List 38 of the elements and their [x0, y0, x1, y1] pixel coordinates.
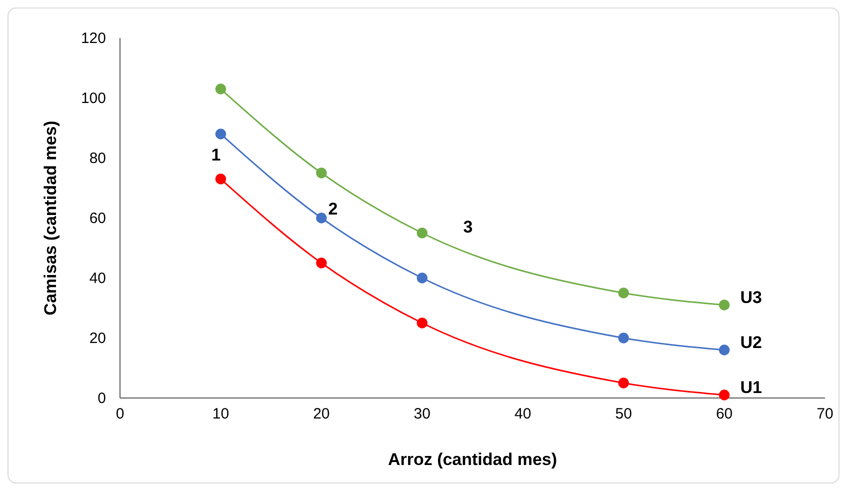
point: [416, 228, 428, 238]
y-tick-label: 0: [98, 390, 106, 407]
annotation: 1: [211, 145, 221, 164]
x-tick-label: 0: [116, 406, 124, 423]
point: [215, 128, 226, 140]
point: [416, 272, 428, 284]
y-tick-label: 100: [80, 90, 106, 107]
point: [215, 84, 226, 94]
point: [416, 318, 428, 328]
x-tick-label: 50: [615, 406, 632, 423]
point: [618, 332, 629, 344]
x-tick-label: 40: [514, 406, 532, 423]
x-tick-label: 10: [212, 406, 230, 423]
x-axis-title: Arroz (cantidad mes): [388, 450, 558, 469]
series-label: U2: [740, 333, 762, 352]
annotation: 3: [463, 217, 473, 236]
x-tick-label: 20: [313, 406, 330, 423]
point: [718, 344, 730, 356]
point: [316, 212, 327, 224]
y-tick-label: 60: [89, 210, 106, 227]
y-tick-label: 80: [89, 150, 106, 167]
series-label: U3: [740, 288, 762, 307]
x-tick-label: 30: [414, 406, 430, 423]
y-tick-label: 40: [89, 270, 106, 287]
series-label: U1: [740, 378, 762, 397]
point: [316, 168, 327, 178]
point: [618, 378, 629, 388]
x-tick-label: 60: [716, 406, 733, 423]
y-axis-title: Camisas (cantidad mes): [41, 120, 60, 316]
point: [618, 288, 629, 298]
y-tick-label: 20: [89, 330, 106, 347]
point: [215, 174, 226, 184]
annotation: 2: [328, 199, 338, 218]
y-tick-label: 120: [80, 30, 106, 47]
x-tick-label: 70: [816, 406, 834, 423]
point: [718, 300, 730, 310]
point: [316, 258, 327, 268]
point: [718, 390, 730, 400]
